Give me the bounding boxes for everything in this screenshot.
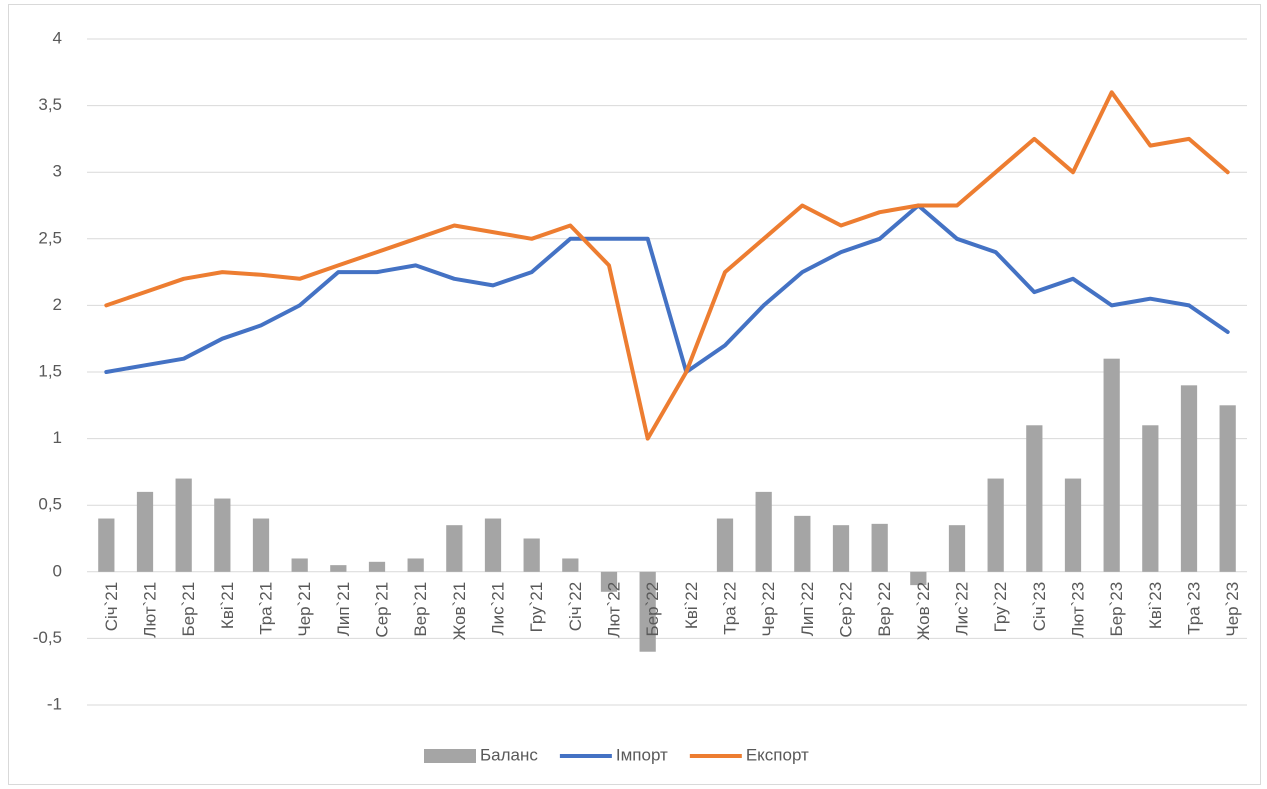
y-tick-label: 4 (53, 28, 62, 47)
y-tick-label: 0,5 (38, 495, 62, 514)
bar (1219, 405, 1236, 572)
bar (330, 565, 347, 572)
legend-label: Імпорт (616, 745, 668, 764)
bar (1142, 425, 1159, 572)
bar (871, 523, 888, 572)
bar (639, 571, 656, 652)
bar (446, 525, 463, 572)
bar (948, 525, 966, 572)
bar (1180, 385, 1198, 572)
x-tick-label: Вер`22 (875, 582, 894, 637)
x-tick-label: Кві`23 (1146, 582, 1165, 629)
y-tick-label: 3,5 (38, 95, 62, 114)
x-tick-label: Бер`23 (1107, 582, 1126, 637)
line-series (104, 203, 1230, 374)
x-tick-label: Лип`21 (334, 582, 353, 636)
x-tick-label: Лют`23 (1068, 582, 1087, 638)
bar (407, 558, 424, 572)
x-tick-label: Жов`22 (914, 582, 933, 641)
legend-swatch (424, 749, 476, 763)
y-tick-label: 0 (53, 561, 62, 580)
x-tick-label: Сер`22 (836, 582, 855, 638)
legend-label: Баланс (480, 745, 538, 764)
bar (175, 478, 192, 572)
x-tick-label: Чер`21 (295, 582, 314, 637)
x-tick-label: Лют`21 (140, 582, 159, 638)
x-tick-label: Січ`23 (1030, 582, 1049, 631)
x-tick-label: Лип`22 (798, 582, 817, 636)
bar (1026, 425, 1043, 572)
x-tick-label: Вер`21 (411, 582, 430, 637)
bar (1103, 358, 1120, 572)
bar (214, 498, 231, 572)
y-tick-label: -0,5 (33, 628, 62, 647)
bar (600, 571, 618, 592)
y-tick-label: 2 (53, 295, 62, 314)
x-tick-label: Лис`21 (488, 582, 507, 636)
x-tick-label: Гру`21 (527, 582, 546, 633)
y-tick-label: -1 (47, 694, 62, 713)
bar (832, 525, 850, 572)
bar (368, 561, 386, 572)
line-series (104, 90, 1230, 441)
x-tick-label: Чер`23 (1223, 582, 1242, 637)
y-tick-label: 1 (53, 428, 62, 447)
x-tick-label: Жов`21 (450, 582, 469, 641)
bar (755, 491, 772, 572)
bar (794, 515, 811, 572)
x-tick-label: Тра`23 (1184, 582, 1203, 635)
y-tick-label: 1,5 (38, 361, 62, 380)
bar (291, 558, 308, 572)
y-tick-label: 3 (53, 162, 62, 181)
bar (987, 478, 1004, 572)
x-tick-label: Кві`22 (682, 582, 701, 629)
x-tick-label: Тра`21 (256, 582, 275, 635)
x-tick-label: Кві`21 (218, 582, 237, 629)
bar (136, 491, 154, 572)
x-tick-label: Гру`22 (991, 582, 1010, 633)
x-tick-label: Тра`22 (720, 582, 739, 635)
chart-border (8, 4, 1261, 785)
x-tick-label: Лис`22 (952, 582, 971, 636)
legend-label: Експорт (746, 745, 809, 764)
bar (910, 571, 927, 586)
bar (1064, 478, 1082, 572)
bar (562, 558, 579, 572)
bar (484, 518, 502, 572)
x-tick-label: Бер`21 (179, 582, 198, 637)
bar (98, 518, 115, 572)
bar (252, 518, 270, 572)
x-tick-label: Лют`22 (604, 582, 623, 638)
x-tick-label: Чер`22 (759, 582, 778, 637)
x-tick-label: Бер`22 (643, 582, 662, 637)
y-tick-label: 2,5 (38, 228, 62, 247)
x-tick-label: Січ`21 (102, 582, 121, 631)
x-tick-label: Сер`21 (372, 582, 391, 638)
bar (523, 538, 540, 572)
bar (716, 518, 734, 572)
x-tick-label: Січ`22 (566, 582, 585, 631)
